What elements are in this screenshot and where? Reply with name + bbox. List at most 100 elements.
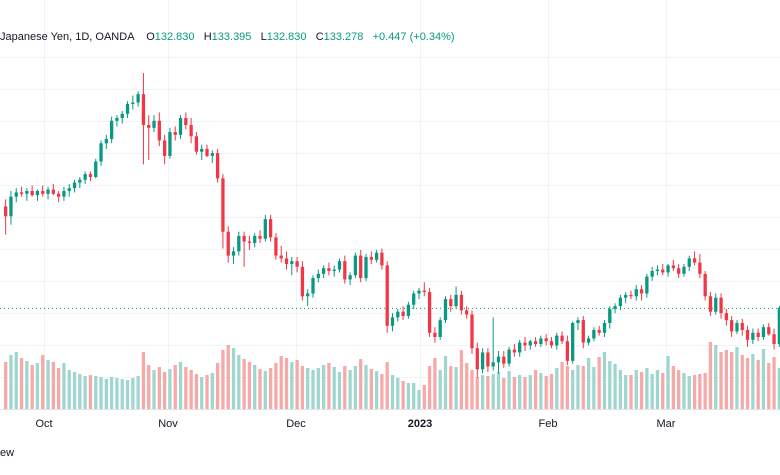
symbol-title[interactable]: Japanese Yen, 1D, OANDA bbox=[0, 31, 134, 43]
volume-bar bbox=[295, 360, 299, 410]
candle-body bbox=[613, 306, 617, 309]
volume-bar bbox=[247, 362, 252, 410]
candle-body bbox=[544, 338, 548, 342]
candle-body bbox=[655, 269, 660, 272]
candle-body bbox=[671, 265, 676, 269]
volume-bar bbox=[274, 363, 278, 410]
volume-bar bbox=[576, 365, 580, 410]
x-tick-label: Dec bbox=[286, 418, 306, 430]
volume-bar bbox=[571, 370, 575, 410]
volume-bar bbox=[152, 370, 156, 410]
footer-label[interactable]: ew bbox=[0, 447, 15, 459]
volume-bar bbox=[125, 380, 130, 410]
candle-body bbox=[597, 329, 601, 333]
volume-bar bbox=[348, 370, 352, 410]
candle-body bbox=[125, 103, 130, 114]
volume-bar bbox=[258, 369, 262, 410]
candle-body bbox=[279, 255, 283, 259]
volume-bar bbox=[41, 355, 45, 410]
volume-bar bbox=[311, 370, 315, 410]
volume-bar bbox=[19, 358, 24, 410]
candle-body bbox=[406, 304, 411, 316]
volume-bar bbox=[629, 375, 633, 410]
volume-bar bbox=[380, 374, 384, 410]
candle-body bbox=[555, 335, 559, 346]
candle-body bbox=[57, 193, 61, 197]
volume-bar bbox=[708, 342, 713, 410]
volume-bar bbox=[486, 376, 490, 410]
candle-body bbox=[528, 341, 532, 346]
candle-body bbox=[173, 132, 177, 135]
volume-bar bbox=[491, 374, 495, 410]
candle-body bbox=[205, 148, 209, 156]
volume-bar bbox=[200, 377, 204, 410]
candle-body bbox=[449, 299, 453, 307]
candle-body bbox=[258, 235, 262, 239]
volume-bar bbox=[136, 376, 140, 410]
candle-body bbox=[67, 188, 71, 191]
candle-body bbox=[147, 125, 151, 128]
candle-body bbox=[629, 294, 633, 297]
volume-bar bbox=[157, 367, 161, 410]
volume-bar bbox=[592, 367, 596, 410]
volume-bar bbox=[687, 376, 691, 410]
volume-bar bbox=[364, 365, 368, 410]
candle-body bbox=[104, 139, 108, 144]
time-axis[interactable]: Oct Nov Dec 2023 Feb Mar bbox=[35, 418, 675, 430]
volume-bar bbox=[560, 362, 564, 410]
candle-body bbox=[242, 235, 246, 242]
volume-bar bbox=[666, 356, 670, 410]
candle-body bbox=[311, 278, 315, 294]
volume-bar bbox=[290, 362, 294, 410]
volume-bar bbox=[194, 374, 199, 410]
candle-body bbox=[46, 189, 50, 194]
candle-body bbox=[247, 241, 252, 243]
x-tick-label: Mar bbox=[657, 418, 676, 430]
volume-bar bbox=[321, 365, 326, 410]
candle-body bbox=[443, 299, 448, 321]
volume-bar bbox=[189, 370, 193, 410]
candle-body bbox=[332, 269, 336, 272]
candle-body bbox=[359, 255, 363, 279]
candle-body bbox=[661, 269, 665, 273]
candle-body bbox=[507, 349, 511, 364]
volume-bar bbox=[613, 364, 617, 410]
volume-bar bbox=[777, 368, 780, 410]
candle-body bbox=[756, 332, 760, 337]
candle-body bbox=[51, 189, 55, 194]
volume-bar bbox=[99, 377, 103, 410]
volume-bar bbox=[512, 377, 517, 410]
candle-body bbox=[523, 342, 527, 346]
candle-body bbox=[454, 294, 458, 307]
volume-bar bbox=[661, 373, 665, 410]
volume-bar bbox=[385, 362, 389, 410]
x-tick-label: Oct bbox=[35, 418, 52, 430]
candle-body bbox=[639, 289, 644, 294]
volume-bar bbox=[507, 371, 511, 410]
volume-bar bbox=[4, 362, 8, 410]
candle-body bbox=[767, 327, 771, 335]
candle-body bbox=[518, 342, 522, 353]
candle-body bbox=[88, 174, 93, 177]
candle-body bbox=[194, 136, 199, 152]
candle-body bbox=[422, 290, 426, 293]
close-value: 133.278 bbox=[323, 31, 364, 43]
volume-bar bbox=[284, 358, 289, 410]
x-tick-label: Nov bbox=[158, 418, 178, 430]
candle-body bbox=[735, 322, 739, 332]
candle-body bbox=[210, 153, 214, 156]
candle-body bbox=[491, 362, 495, 367]
volume-bar bbox=[327, 363, 331, 410]
volume-bar bbox=[343, 366, 347, 410]
candle-body bbox=[152, 120, 156, 128]
volume-bars bbox=[4, 342, 780, 410]
candle-body bbox=[263, 219, 267, 239]
volume-bar bbox=[555, 368, 559, 410]
candle-body bbox=[337, 261, 342, 270]
candle-body bbox=[480, 352, 485, 370]
candle-body bbox=[178, 118, 183, 135]
candle-body bbox=[231, 251, 236, 256]
volume-bar bbox=[109, 377, 114, 410]
